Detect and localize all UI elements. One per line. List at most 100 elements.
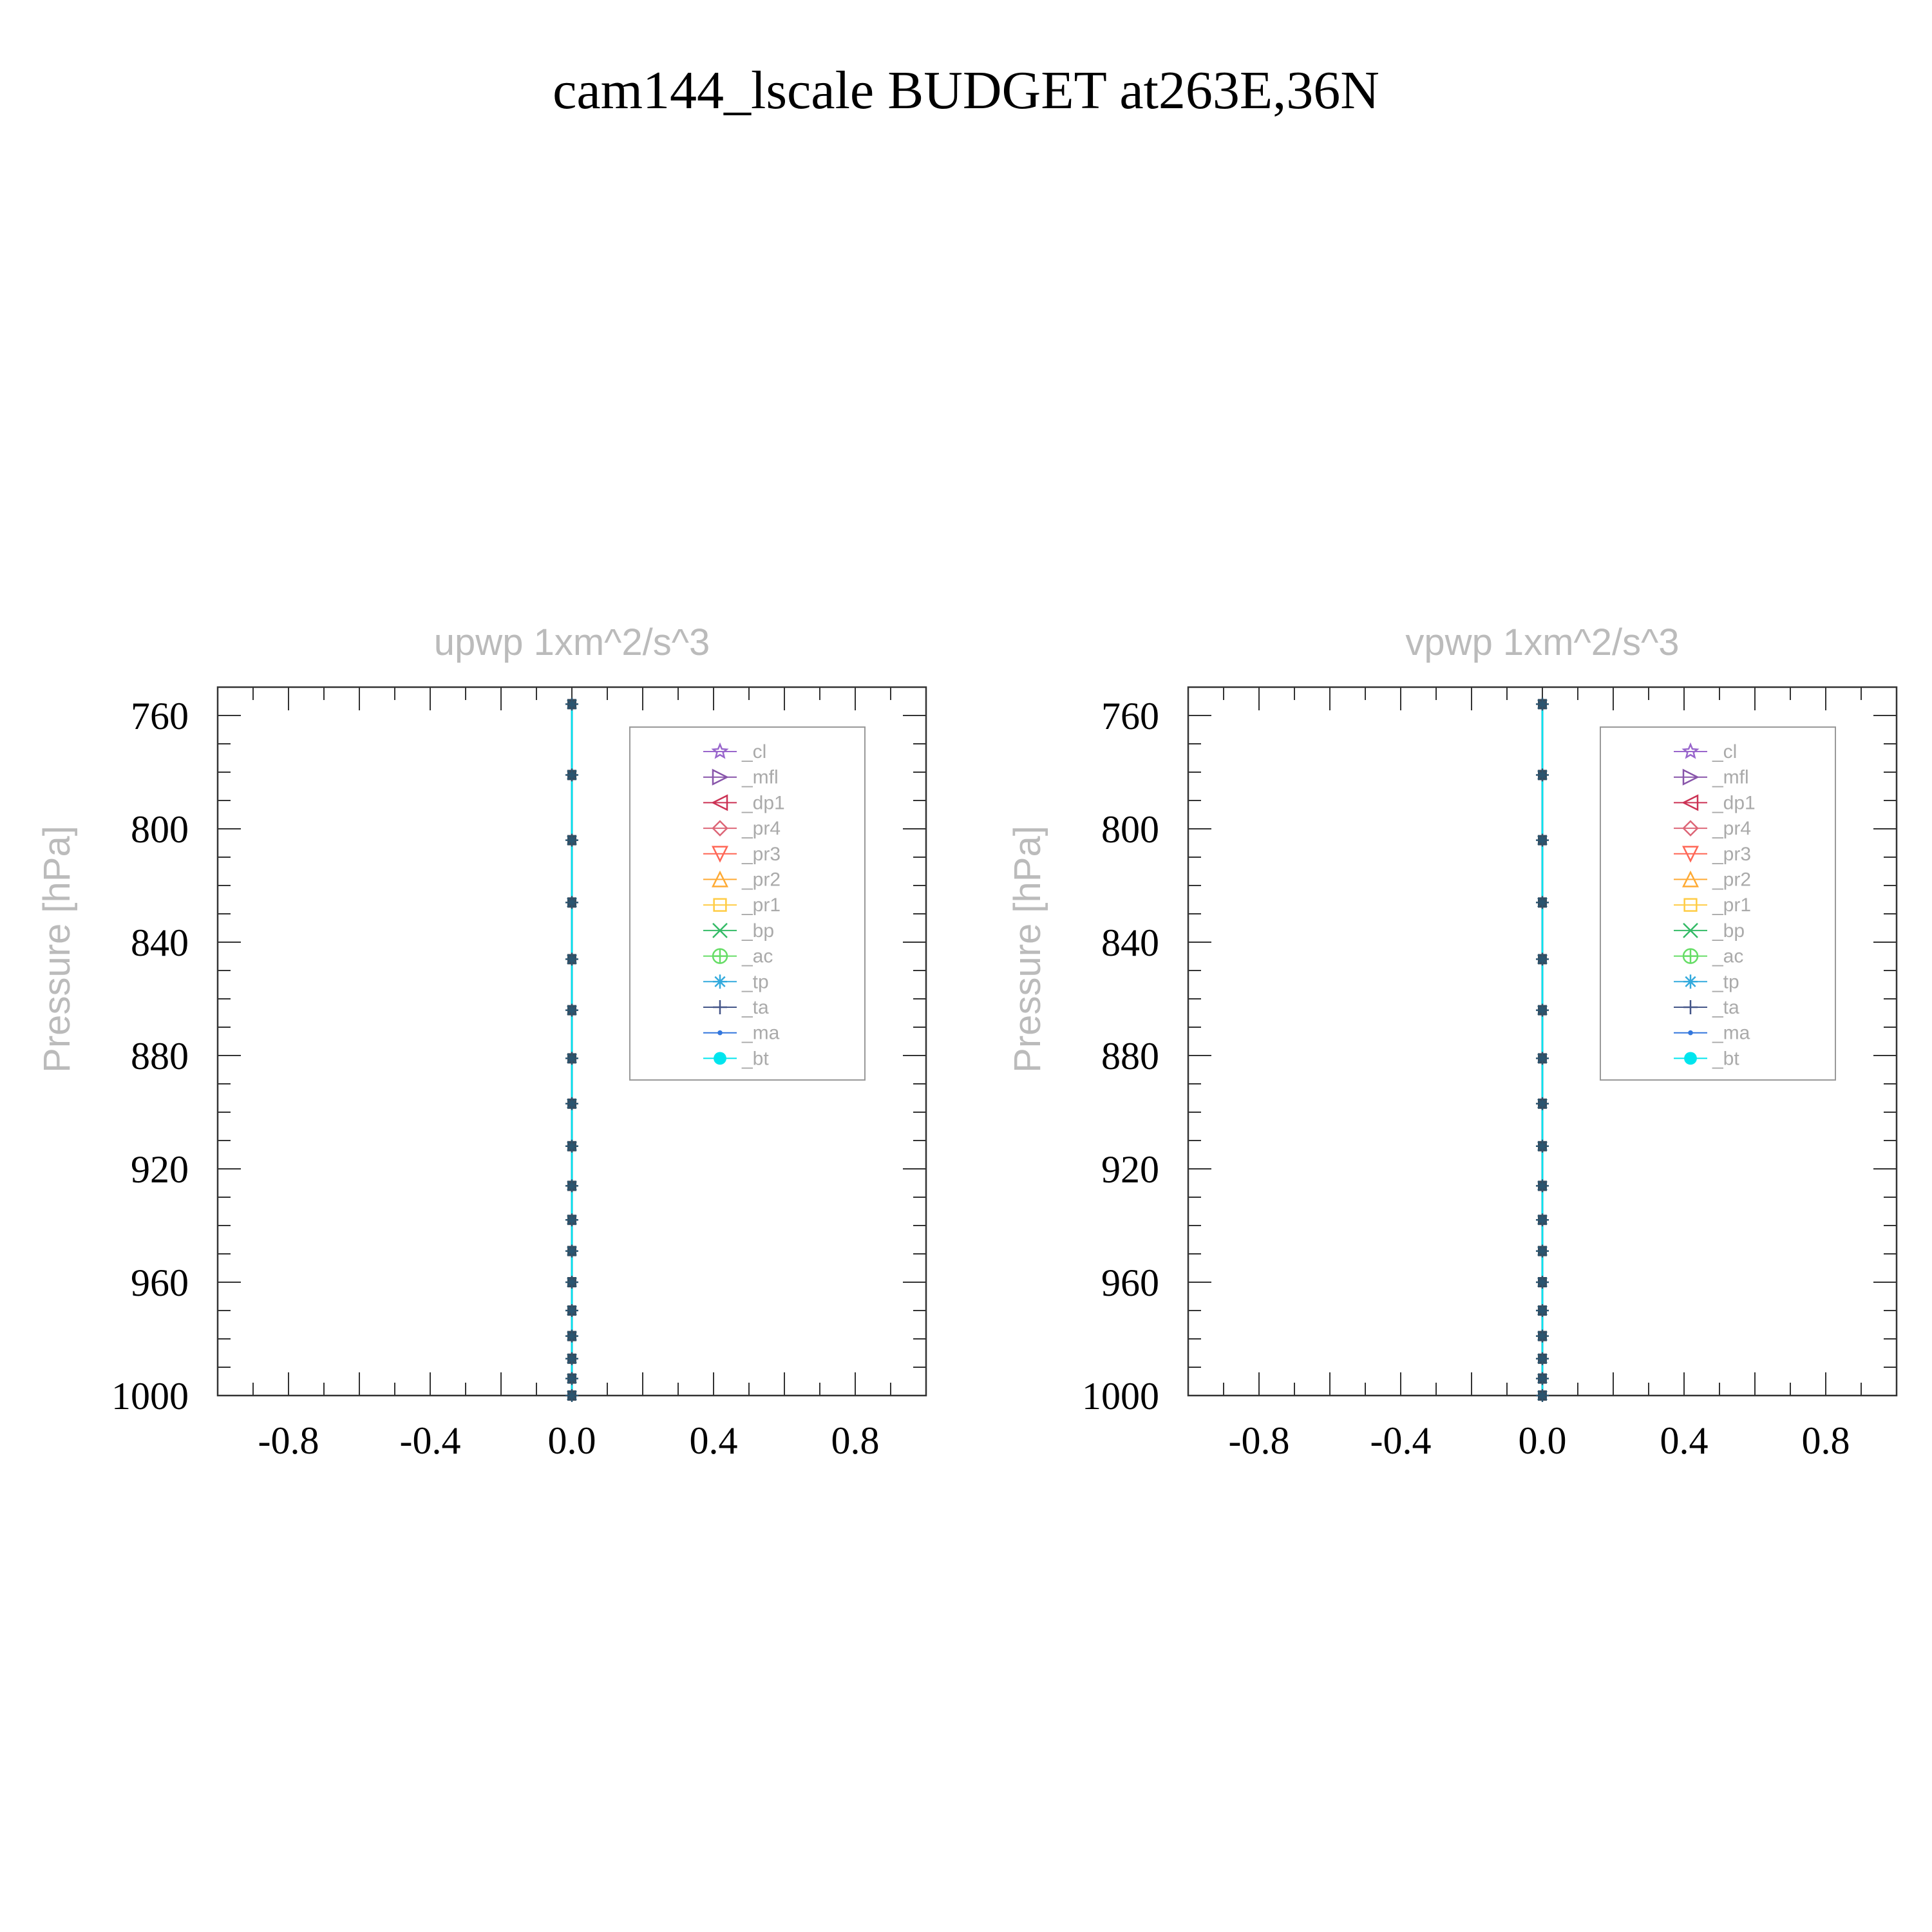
data-point-asterisk bbox=[565, 1276, 578, 1289]
y-tick-label: 840 bbox=[131, 922, 189, 964]
legend-marker-bp bbox=[1683, 923, 1698, 938]
legend-marker-ma bbox=[717, 1030, 723, 1036]
legend-marker-bp bbox=[712, 923, 728, 938]
data-point-asterisk bbox=[1536, 697, 1549, 711]
legend-marker-pr4 bbox=[712, 820, 728, 837]
x-tick-label: 0.4 bbox=[690, 1419, 738, 1462]
legend-label-ta: _ta bbox=[1712, 997, 1739, 1018]
data-point-asterisk bbox=[1536, 1352, 1549, 1365]
legend-label-bt: _bt bbox=[1712, 1048, 1739, 1069]
y-tick-label: 920 bbox=[1101, 1148, 1159, 1191]
data-point-asterisk bbox=[1536, 833, 1549, 847]
data-point-asterisk bbox=[565, 1244, 578, 1258]
legend-marker-bt bbox=[714, 1052, 726, 1065]
legend-label-pr1: _pr1 bbox=[741, 895, 781, 916]
y-tick-label: 880 bbox=[131, 1035, 189, 1077]
legend-marker-tp bbox=[713, 974, 727, 989]
panel-title: upwp 1xm^2/s^3 bbox=[434, 621, 710, 663]
legend-marker-pr1 bbox=[1683, 898, 1698, 912]
y-tick-label: 1000 bbox=[1082, 1375, 1159, 1417]
legend-label-pr3: _pr3 bbox=[1712, 844, 1751, 865]
legend-marker-mfl bbox=[712, 768, 729, 786]
legend-marker-ac-cross bbox=[1683, 949, 1698, 963]
x-tick-label: -0.4 bbox=[400, 1419, 461, 1462]
legend-label-tp: _tp bbox=[1712, 971, 1739, 992]
data-point-asterisk bbox=[1536, 768, 1549, 782]
chart-panel-2: vpwp 1xm^2/s^3 Pressure [hPa] -0.8 -0.4 0.0 0… bbox=[1007, 621, 1898, 1462]
legend-marker-ac-cross bbox=[713, 949, 727, 963]
y-tick-label: 840 bbox=[1101, 922, 1159, 964]
data-point-asterisk bbox=[565, 1389, 578, 1402]
legend-marker-ta bbox=[1683, 1000, 1698, 1014]
legend-marker-bt bbox=[1684, 1052, 1697, 1065]
legend-box bbox=[1600, 726, 1836, 1081]
data-point-asterisk bbox=[1536, 1304, 1549, 1317]
data-point-asterisk bbox=[1536, 1276, 1549, 1289]
x-tick-label: 0.0 bbox=[548, 1419, 596, 1462]
y-tick-label: 920 bbox=[131, 1148, 189, 1191]
panel-title: vpwp 1xm^2/s^3 bbox=[1405, 621, 1679, 663]
legend-box bbox=[629, 726, 866, 1081]
legend-marker-cl bbox=[1681, 742, 1700, 759]
legend-marker-dp1 bbox=[711, 794, 728, 811]
legend-label-mfl: _mfl bbox=[1712, 767, 1749, 788]
data-point-asterisk bbox=[565, 1052, 578, 1065]
legend-label-ta: _ta bbox=[741, 997, 769, 1018]
data-point-asterisk bbox=[1536, 952, 1549, 966]
data-point-asterisk bbox=[565, 1179, 578, 1193]
x-tick-label: 0.8 bbox=[1802, 1419, 1850, 1462]
data-point-asterisk bbox=[1536, 1003, 1549, 1017]
legend-label-tp: _tp bbox=[741, 971, 769, 992]
y-axis-label: Pressure [hPa] bbox=[36, 826, 78, 1073]
data-point-asterisk bbox=[565, 697, 578, 711]
data-point-asterisk bbox=[565, 1213, 578, 1227]
legend-marker-ma bbox=[1688, 1030, 1693, 1036]
legend-marker-ta bbox=[713, 1000, 727, 1014]
legend-label-ac: _ac bbox=[741, 946, 773, 967]
data-point-asterisk bbox=[1536, 1052, 1549, 1065]
legend-label-cl: _cl bbox=[741, 741, 766, 762]
legend-label-pr4: _pr4 bbox=[1712, 818, 1751, 839]
legend-marker-pr4 bbox=[1682, 820, 1699, 837]
legend-marker-mfl bbox=[1682, 768, 1700, 786]
data-point-asterisk bbox=[565, 1139, 578, 1153]
legend-marker-cl bbox=[711, 742, 729, 759]
legend-marker-tp bbox=[1683, 974, 1698, 989]
data-point-asterisk bbox=[565, 1352, 578, 1365]
legend-label-bp: _bp bbox=[1712, 920, 1745, 942]
data-point-asterisk bbox=[1536, 1179, 1549, 1193]
data-point-asterisk bbox=[565, 896, 578, 909]
legend-marker-pr3 bbox=[711, 846, 729, 863]
data-point-asterisk bbox=[1536, 896, 1549, 909]
y-tick-label: 800 bbox=[131, 808, 189, 851]
x-tick-label: 0.4 bbox=[1660, 1419, 1709, 1462]
legend-label-pr2: _pr2 bbox=[1712, 869, 1751, 891]
data-point-asterisk bbox=[565, 833, 578, 847]
legend-marker-pr3 bbox=[1681, 846, 1700, 863]
legend-label-cl: _cl bbox=[1712, 741, 1737, 762]
y-tick-label: 760 bbox=[1101, 695, 1159, 737]
legend-label-pr4: _pr4 bbox=[741, 818, 781, 839]
legend-label-ma: _ma bbox=[1712, 1023, 1750, 1044]
data-point-asterisk bbox=[1536, 1097, 1549, 1110]
x-tick-label: 0.8 bbox=[831, 1419, 880, 1462]
legend-label-dp1: _dp1 bbox=[1712, 792, 1756, 813]
data-point-asterisk bbox=[1536, 1244, 1549, 1258]
x-tick-label: -0.8 bbox=[258, 1419, 319, 1462]
x-tick-label: -0.4 bbox=[1370, 1419, 1432, 1462]
y-tick-label: 960 bbox=[131, 1262, 189, 1304]
data-point-asterisk bbox=[565, 1003, 578, 1017]
y-tick-label: 760 bbox=[131, 695, 189, 737]
data-point-asterisk bbox=[565, 1329, 578, 1343]
figure-title: cam144_lscale BUDGET at263E,36N bbox=[553, 61, 1379, 120]
legend-label-pr2: _pr2 bbox=[741, 869, 781, 891]
data-point-asterisk bbox=[1536, 1372, 1549, 1385]
y-tick-label: 880 bbox=[1101, 1035, 1159, 1077]
legend-marker-dp1 bbox=[1681, 794, 1699, 811]
x-tick-label: -0.8 bbox=[1229, 1419, 1290, 1462]
data-point-asterisk bbox=[565, 768, 578, 782]
y-tick-label: 800 bbox=[1101, 808, 1159, 851]
panels: upwp 1xm^2/s^3 Pressure [hPa] -0.8 -0.4 0.0 0… bbox=[36, 621, 1898, 1462]
chart-panel-1: upwp 1xm^2/s^3 Pressure [hPa] -0.8 -0.4 0.0 0… bbox=[36, 621, 927, 1462]
